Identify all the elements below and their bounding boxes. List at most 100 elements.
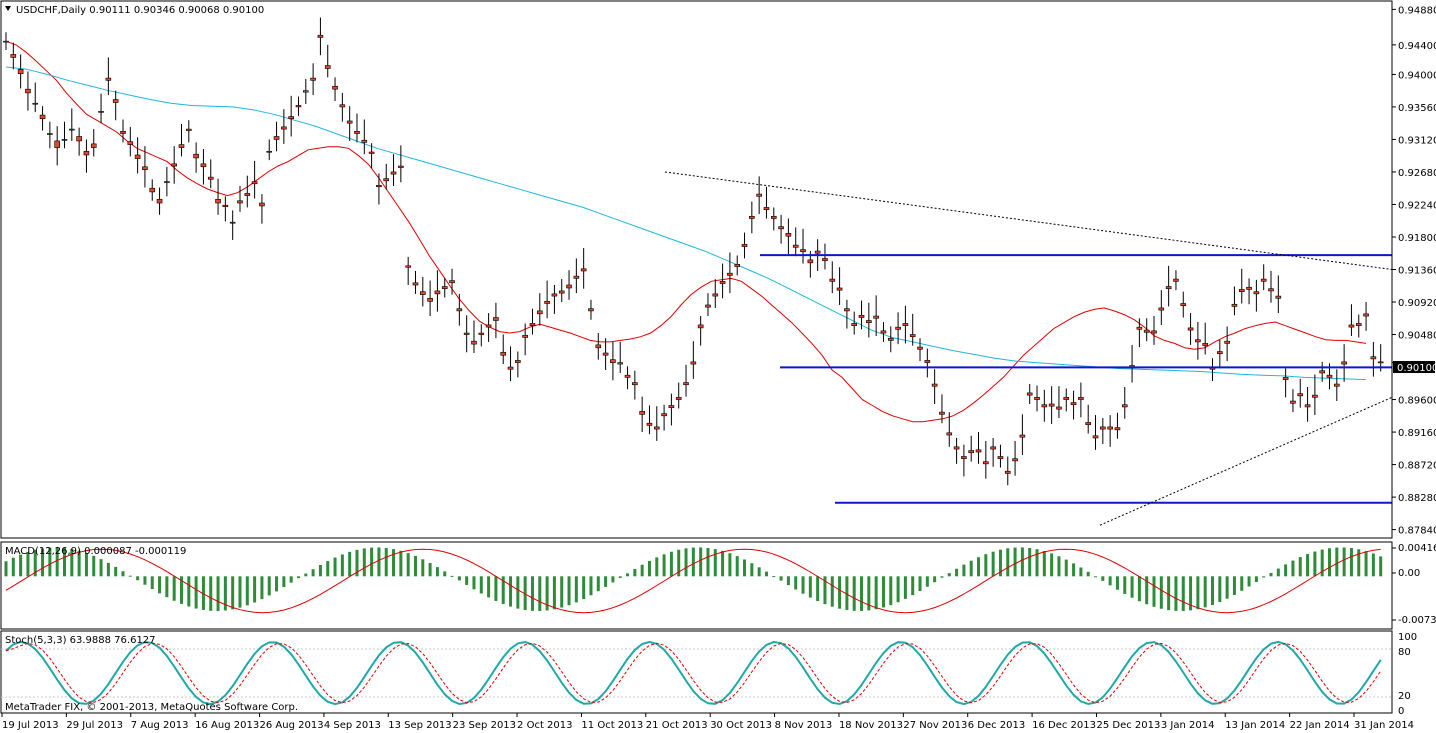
macd-bar — [684, 548, 688, 577]
macd-bar — [282, 576, 286, 588]
macd-bar — [1042, 550, 1046, 577]
bear-candle — [909, 334, 916, 338]
bear-candle — [207, 176, 214, 180]
macd-bar — [750, 563, 754, 577]
trendlines[interactable] — [664, 171, 1393, 526]
macd-bar — [406, 553, 410, 577]
macd-bar — [545, 576, 549, 611]
macd-bar — [4, 561, 8, 577]
macd-bar — [538, 576, 542, 611]
macd-bar — [1101, 576, 1105, 581]
bear-candle — [836, 287, 843, 291]
macd-bar — [1240, 576, 1244, 591]
stoch-pane[interactable]: Stoch(5,3,3) 63.9888 76.6127 MetaTrader … — [0, 630, 1417, 717]
price-tick-label: 0.94000 — [1398, 70, 1436, 81]
macd-pane[interactable]: MACD(12,26,9) 0.000087 -0.000119 0.00416… — [0, 541, 1436, 630]
bear-candle — [1100, 426, 1106, 430]
bear-candle — [493, 317, 499, 321]
macd-bar — [633, 568, 637, 577]
macd-bar — [530, 576, 534, 611]
macd-bar — [728, 553, 732, 577]
bear-candle — [814, 250, 821, 254]
current-price-label: 0.90100 — [1397, 363, 1436, 374]
chart-menu-triangle-icon[interactable] — [5, 6, 11, 11]
price-tick-label: 0.91800 — [1398, 233, 1436, 244]
macd-bar — [267, 576, 271, 596]
macd-bar — [370, 547, 374, 577]
bear-candle — [1165, 286, 1172, 290]
bear-candle — [1363, 313, 1369, 317]
bear-candle — [1290, 400, 1296, 404]
footer-copyright: MetaTrader FIX, © 2001-2013, MetaQuotes … — [5, 702, 298, 713]
macd-bar — [326, 561, 330, 577]
bear-candle — [90, 143, 97, 148]
bear-candle — [661, 413, 667, 417]
macd-bar — [574, 576, 578, 603]
macd-bar — [604, 576, 608, 587]
bear-candle — [1056, 406, 1062, 410]
bear-candle — [1034, 397, 1040, 400]
bull-candle — [266, 150, 273, 153]
macd-bar — [1298, 557, 1302, 577]
bear-candle — [398, 165, 404, 168]
macd-bar — [933, 576, 937, 583]
bear-candle — [1202, 343, 1208, 346]
bear-candle — [215, 198, 221, 204]
macd-bar — [509, 576, 513, 607]
bull-candle — [98, 111, 104, 113]
price-tick-label: 0.94400 — [1398, 41, 1436, 52]
macd-bar — [457, 576, 461, 581]
macd-axis: 0.004162 0.00 -0.007353 — [1392, 543, 1436, 626]
macd-bar — [940, 576, 944, 578]
bear-candle — [1063, 397, 1070, 400]
bear-candle — [339, 104, 346, 108]
bear-candle — [697, 324, 704, 329]
macd-bar — [333, 557, 337, 577]
time-tick-label: 2 Oct 2013 — [517, 720, 572, 731]
bear-candle — [529, 323, 536, 326]
bear-candle — [54, 140, 60, 148]
bear-candle — [573, 275, 580, 279]
bear-candle — [602, 352, 609, 356]
macd-bar — [472, 576, 476, 590]
time-tick-label: 8 Nov 2013 — [775, 720, 833, 731]
macd-bar — [1189, 576, 1193, 611]
macd-bar — [889, 576, 893, 606]
bear-candle — [405, 265, 411, 268]
macd-bar — [1364, 551, 1368, 577]
macd-bar — [1269, 572, 1273, 577]
macd-bar — [743, 559, 747, 577]
bear-candle — [463, 332, 470, 335]
price-pane[interactable]: USDCHF,Daily 0.90111 0.90346 0.90068 0.9… — [0, 0, 1436, 539]
macd-bar — [106, 562, 110, 577]
bear-candle — [376, 184, 382, 188]
bear-candle — [683, 382, 689, 386]
price-tick-label: 0.92240 — [1398, 200, 1436, 211]
time-tick-label: 31 Jan 2014 — [1354, 720, 1414, 731]
price-tick-label: 0.91360 — [1398, 266, 1436, 277]
bear-candle — [515, 360, 521, 363]
time-tick-label: 16 Dec 2013 — [1032, 720, 1096, 731]
macd-bar — [70, 548, 74, 577]
macd-bar — [618, 576, 622, 578]
bear-candle — [281, 126, 287, 130]
bear-candle — [390, 171, 397, 175]
bear-candle — [1195, 339, 1201, 343]
bear-candle — [917, 346, 923, 350]
price-tick-label: 0.89600 — [1398, 396, 1436, 407]
bear-candle — [675, 397, 682, 400]
price-tick-label: 0.89160 — [1398, 428, 1436, 439]
horizontal-levels[interactable] — [760, 254, 1392, 504]
bear-candle — [880, 330, 887, 334]
bear-candle — [251, 181, 258, 185]
macd-bar — [1057, 556, 1061, 577]
macd-bar — [1130, 576, 1134, 598]
macd-bar — [355, 549, 359, 577]
bear-candle — [544, 300, 550, 304]
macd-bar — [1284, 564, 1288, 577]
macd-bar — [647, 560, 651, 577]
bear-candle — [1231, 303, 1238, 307]
price-tick-label: 0.90920 — [1398, 298, 1436, 309]
macd-bar — [443, 571, 447, 577]
